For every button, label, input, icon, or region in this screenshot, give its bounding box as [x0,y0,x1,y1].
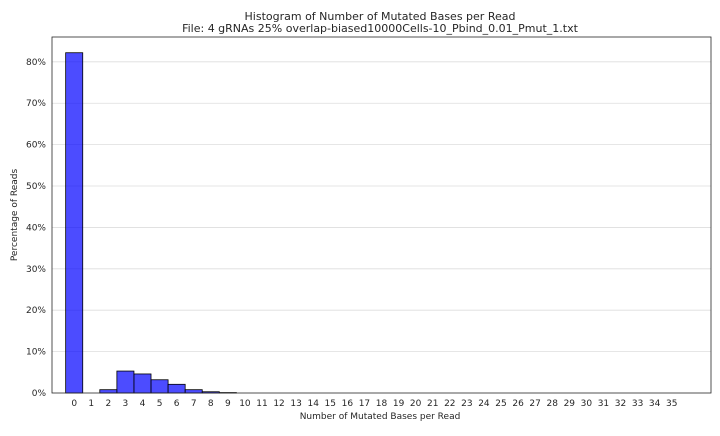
x-tick-label: 1 [88,399,94,409]
x-tick-label: 12 [273,399,284,409]
y-axis-label: Percentage of Reads [10,169,20,262]
histogram-bar [66,53,83,393]
histogram-bar [168,384,185,393]
x-tick-label: 35 [666,399,677,409]
x-tick-label: 11 [256,399,267,409]
histogram-bar [117,371,134,393]
histogram-bar [185,390,202,393]
y-tick-label: 10% [26,348,46,358]
x-tick-label: 18 [376,399,388,409]
x-tick-label: 10 [239,399,251,409]
x-tick-label: 6 [174,399,180,409]
x-tick-label: 9 [225,399,231,409]
x-tick-label: 20 [410,399,422,409]
histogram-bar [100,390,117,393]
x-tick-label: 2 [105,399,111,409]
y-tick-label: 40% [26,223,46,233]
x-tick-label: 23 [461,399,472,409]
x-tick-label: 24 [478,399,490,409]
x-tick-label: 19 [393,399,405,409]
x-tick-label: 17 [359,399,370,409]
y-tick-label: 0% [32,389,47,399]
y-tick-label: 70% [26,99,46,109]
x-tick-label: 15 [325,399,336,409]
x-tick-label: 4 [140,399,146,409]
x-tick-label: 8 [208,399,214,409]
y-tick-label: 30% [26,265,46,275]
x-tick-label: 21 [427,399,438,409]
x-tick-label: 13 [290,399,301,409]
y-tick-label: 20% [26,306,46,316]
histogram-bar [134,374,151,393]
y-tick-label: 80% [26,58,46,68]
x-tick-label: 28 [546,399,558,409]
x-tick-label: 34 [649,399,661,409]
chart-subtitle: File: 4 gRNAs 25% overlap-biased10000Cel… [182,22,579,35]
x-tick-label: 14 [307,399,319,409]
x-tick-label: 7 [191,399,197,409]
x-tick-label: 27 [529,399,540,409]
x-tick-label: 26 [512,399,524,409]
x-tick-label: 33 [632,399,643,409]
x-axis-label: Number of Mutated Bases per Read [300,412,461,422]
y-tick-label: 60% [26,141,46,151]
x-tick-label: 31 [598,399,609,409]
x-tick-label: 0 [71,399,77,409]
y-tick-label: 50% [26,182,46,192]
x-tick-label: 22 [444,399,455,409]
x-tick-label: 29 [564,399,576,409]
x-tick-label: 30 [581,399,593,409]
x-tick-label: 16 [342,399,354,409]
x-tick-label: 32 [615,399,626,409]
x-tick-label: 5 [157,399,163,409]
x-tick-label: 25 [495,399,506,409]
histogram-bar [151,380,168,393]
x-tick-label: 3 [123,399,129,409]
